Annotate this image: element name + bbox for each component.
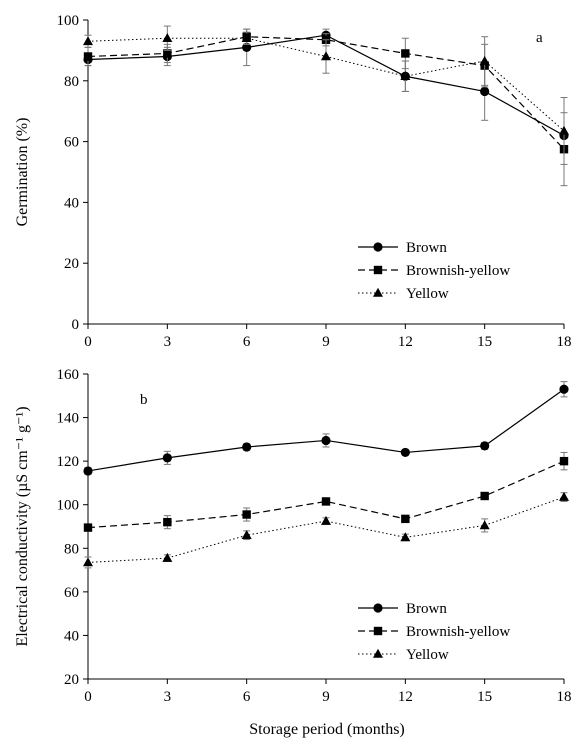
panel-b-yellow-point	[241, 530, 252, 540]
panel-a-yellow-point	[559, 125, 569, 135]
panel-a-y-tick-label: 20	[64, 256, 79, 272]
panel-a-x-tick-label: 9	[322, 334, 330, 350]
panel-a-yellow-point	[83, 36, 93, 46]
x-axis-title: Storage period (months)	[249, 721, 405, 738]
panel-b-yellow-point	[162, 552, 173, 562]
legend-marker-swatch	[373, 265, 383, 275]
panel-a-x-tick-label: 0	[84, 334, 92, 350]
panel-a-x-tick-label: 18	[557, 334, 572, 350]
panel-a: 0 20 40 60 80 100 0 3 6 9 12 15 18 Germination (%) a Br…	[14, 13, 572, 350]
panel-a-yellow-point	[162, 33, 173, 43]
panel-b-legend-item-brownish-yellow: Brownish-yellow	[358, 624, 510, 640]
panel-b-y-tick-label: 80	[64, 541, 79, 557]
panel-a-yellow-point	[479, 55, 490, 65]
panel-b-legend-item-brown: Brown	[358, 601, 447, 617]
panel-b-x-tick-label: 0	[84, 689, 92, 705]
panel-b-x-tick-label: 18	[557, 689, 572, 705]
panel-a-y-tick-label: 100	[57, 13, 80, 29]
panel-a-x-tick-label: 3	[164, 334, 172, 350]
panel-b-brownish-yellow-point	[321, 497, 331, 506]
panel-b-y-tick-label: 120	[57, 454, 80, 470]
panel-b-legend-item-yellow: Yellow	[358, 647, 449, 663]
panel-b-x-tick-label: 15	[477, 689, 492, 705]
legend-label: Yellow	[406, 286, 449, 302]
panel-b-y-tick-label: 20	[64, 672, 79, 688]
panel-b-brown-point	[400, 447, 410, 458]
panel-b: 20 40 60 80 100 120 140 160 0 3 6 9 12 15 18 Electrical…	[14, 367, 572, 705]
panel-b-brownish-yellow-point	[163, 517, 172, 527]
panel-a-brown-point	[242, 42, 252, 52]
panel-b-x-tick-label: 12	[398, 689, 413, 705]
legend-marker-swatch	[373, 648, 383, 658]
panel-a-y-tick-label: 40	[64, 195, 79, 211]
panel-b-brown-line	[87, 388, 565, 472]
panel-b-y-tick-label: 140	[57, 411, 80, 427]
panel-a-label: a	[536, 30, 543, 46]
panel-b-brownish-yellow-point	[480, 491, 489, 501]
legend-label: Brown	[406, 240, 447, 256]
panel-b-y-tick-label: 60	[64, 585, 79, 601]
panel-a-brownish-yellow-point	[401, 49, 410, 58]
panel-b-y-tick-label: 160	[57, 367, 80, 383]
panel-a-legend-item-brown: Brown	[358, 240, 447, 256]
panel-b-series-brown	[83, 381, 569, 476]
panel-a-yellow-point	[400, 71, 411, 81]
panel-a-brownish-yellow-point	[83, 52, 93, 61]
panel-a-yellow-point	[241, 33, 252, 43]
panel-b-yellow-point	[321, 515, 331, 525]
panel-a-y-tick-label: 60	[64, 135, 79, 151]
panel-a-yellow-point	[321, 51, 331, 61]
panel-b-series-yellow	[83, 491, 569, 569]
panel-b-brownish-yellow-point	[401, 514, 410, 524]
panel-a-x-tick-label: 15	[477, 334, 492, 350]
panel-b-y-tick-label: 40	[64, 628, 79, 644]
legend-label: Yellow	[406, 647, 449, 663]
panel-b-x-tick-label: 6	[243, 689, 251, 705]
legend-marker-swatch	[373, 626, 383, 636]
panel-b-yellow-line	[87, 496, 565, 563]
panel-a-legend-item-yellow: Yellow	[358, 286, 449, 302]
panel-b-brownish-yellow-point	[242, 510, 251, 519]
panel-b-label: b	[140, 392, 148, 408]
panel-a-brown-point	[480, 86, 490, 97]
panel-b-brown-point	[242, 442, 252, 452]
panel-b-yellow-point	[559, 491, 569, 501]
panel-b-brown-point	[83, 466, 93, 476]
panel-b-series-brownish-yellow	[83, 451, 569, 532]
panel-a-series-yellow	[83, 25, 569, 165]
panel-b-brown-point	[559, 384, 569, 394]
panel-a-legend-item-brownish-yellow: Brownish-yellow	[358, 263, 510, 279]
legend-label: Brownish-yellow	[406, 263, 510, 279]
panel-a-brownish-yellow-point	[163, 49, 172, 58]
panel-b-x-tick-label: 9	[322, 689, 330, 705]
panel-a-x-tick-label: 6	[243, 334, 251, 350]
panel-b-yellow-point	[83, 557, 93, 567]
panel-b-brownish-yellow-point	[83, 523, 93, 532]
panel-b-y-tick-label: 100	[57, 498, 80, 514]
panel-b-brown-point	[162, 453, 172, 463]
panel-b-yellow-point	[479, 520, 490, 530]
panel-b-brown-point	[321, 435, 331, 446]
panel-b-x-tick-label: 3	[164, 689, 172, 705]
panel-a-y-axis-title: Germination (%)	[14, 118, 31, 227]
legend-label: Brown	[406, 601, 447, 617]
legend-marker-swatch	[373, 242, 383, 252]
panel-a-x-tick-label: 12	[398, 334, 413, 350]
panel-b-yellow-point	[400, 532, 411, 542]
panel-a-y-tick-label: 80	[64, 74, 79, 90]
legend-marker-swatch	[373, 287, 383, 297]
legend-marker-swatch	[373, 603, 383, 613]
legend-label: Brownish-yellow	[406, 624, 510, 640]
panel-b-brownish-yellow-point	[559, 456, 569, 466]
panel-a-y-tick-label: 0	[72, 317, 80, 333]
panel-b-y-axis-title: Electrical conductivity (µS cm⁻¹ g⁻¹)	[14, 406, 31, 646]
panel-b-brown-point	[480, 441, 490, 451]
